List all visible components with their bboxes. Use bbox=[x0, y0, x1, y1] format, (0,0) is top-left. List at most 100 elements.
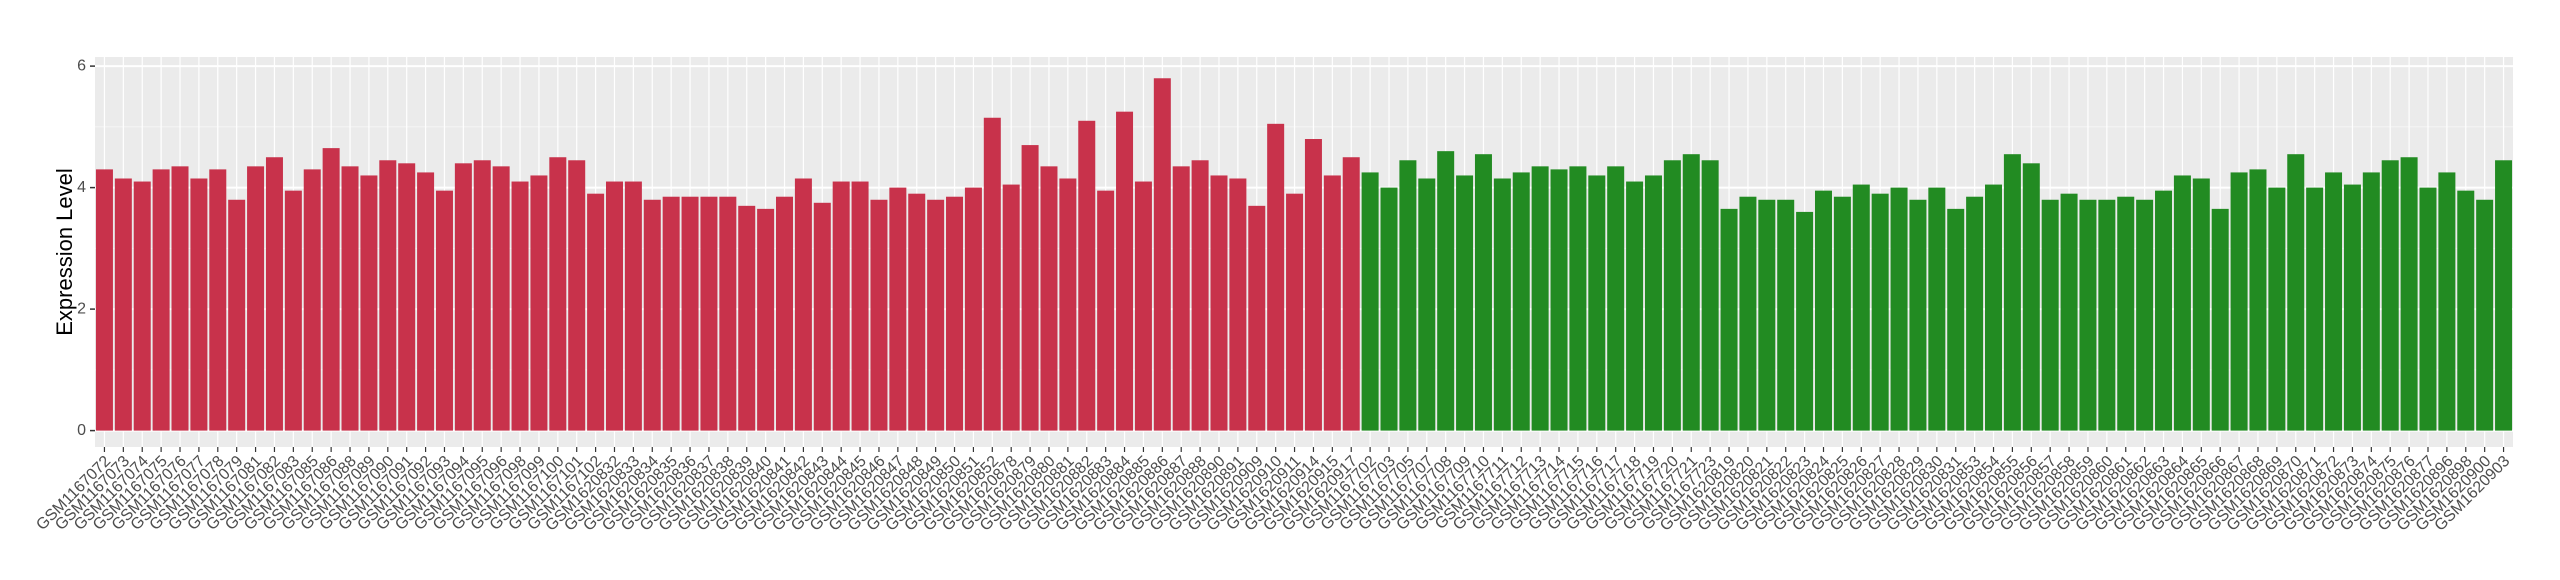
bar bbox=[2211, 208, 2229, 431]
bar bbox=[1512, 172, 1530, 431]
bar bbox=[549, 157, 567, 431]
bar bbox=[908, 193, 926, 431]
bar bbox=[1342, 157, 1360, 431]
bar bbox=[1777, 199, 1795, 431]
bar bbox=[1361, 172, 1379, 431]
bar bbox=[1550, 169, 1568, 431]
bar bbox=[927, 199, 945, 431]
bar bbox=[473, 160, 491, 431]
bar bbox=[322, 148, 340, 431]
bar bbox=[303, 169, 321, 431]
bar bbox=[492, 166, 510, 431]
bar bbox=[1966, 196, 1984, 431]
bar bbox=[1172, 166, 1190, 431]
bar bbox=[1456, 175, 1474, 431]
bar bbox=[813, 202, 831, 431]
bar bbox=[1607, 166, 1625, 431]
bar bbox=[1739, 196, 1757, 431]
bar bbox=[568, 160, 586, 431]
bar bbox=[1304, 139, 1322, 431]
bar bbox=[133, 181, 151, 431]
bar bbox=[794, 178, 812, 431]
bar bbox=[1134, 181, 1152, 431]
bar bbox=[530, 175, 548, 431]
bar bbox=[454, 163, 472, 431]
bar bbox=[870, 199, 888, 431]
bar bbox=[1097, 190, 1115, 431]
bar bbox=[1078, 120, 1096, 431]
bar bbox=[738, 205, 756, 431]
bar bbox=[1626, 181, 1644, 431]
bar bbox=[247, 166, 265, 431]
y-axis-label: Expression Level bbox=[52, 168, 77, 336]
bar bbox=[1059, 178, 1077, 431]
bar bbox=[511, 181, 529, 431]
bar bbox=[624, 181, 642, 431]
bar bbox=[284, 190, 302, 431]
bar bbox=[2362, 172, 2380, 431]
bar bbox=[2022, 163, 2040, 431]
bar bbox=[114, 178, 132, 431]
bar bbox=[1399, 160, 1417, 431]
bar bbox=[228, 199, 246, 431]
bar bbox=[964, 187, 982, 431]
bar bbox=[190, 178, 208, 431]
bar bbox=[1569, 166, 1587, 431]
bar bbox=[1720, 208, 1738, 431]
y-tick-label: 4 bbox=[77, 179, 86, 196]
y-tick-label: 6 bbox=[77, 57, 86, 74]
bar bbox=[1191, 160, 1209, 431]
y-tick-label: 0 bbox=[77, 422, 86, 439]
bar bbox=[1909, 199, 1927, 431]
bar bbox=[209, 169, 227, 431]
bar bbox=[1682, 154, 1700, 431]
bar bbox=[1871, 193, 1889, 431]
bar bbox=[2457, 190, 2475, 431]
bar bbox=[2230, 172, 2248, 431]
bar bbox=[2306, 187, 2324, 431]
bar bbox=[1210, 175, 1228, 431]
bar bbox=[265, 157, 283, 431]
bar bbox=[1040, 166, 1058, 431]
bar bbox=[1833, 196, 1851, 431]
bar bbox=[1437, 151, 1455, 431]
bar bbox=[1796, 211, 1814, 431]
bar bbox=[2419, 187, 2437, 431]
bar bbox=[1588, 175, 1606, 431]
bar bbox=[2268, 187, 2286, 431]
bar bbox=[2155, 190, 2173, 431]
bar bbox=[1985, 184, 2003, 431]
bar bbox=[2117, 196, 2135, 431]
bar bbox=[171, 166, 189, 431]
bar bbox=[2400, 157, 2418, 431]
bar bbox=[1947, 208, 1965, 431]
bar bbox=[1418, 178, 1436, 431]
bar bbox=[832, 181, 850, 431]
bar bbox=[643, 199, 661, 431]
bar bbox=[2060, 193, 2078, 431]
bar bbox=[2192, 178, 2210, 431]
bar bbox=[1890, 187, 1908, 431]
bar bbox=[2476, 199, 2494, 431]
bar bbox=[2381, 160, 2399, 431]
bar bbox=[1663, 160, 1681, 431]
bar bbox=[2325, 172, 2343, 431]
bar bbox=[2249, 169, 2267, 431]
bar bbox=[1644, 175, 1662, 431]
bar bbox=[1852, 184, 1870, 431]
bar bbox=[2287, 154, 2305, 431]
bar bbox=[1116, 111, 1134, 431]
bar bbox=[1153, 78, 1171, 431]
bar bbox=[587, 193, 605, 431]
bar bbox=[851, 181, 869, 431]
bar bbox=[1248, 205, 1266, 431]
bar bbox=[1758, 199, 1776, 431]
bar bbox=[2003, 154, 2021, 431]
bar bbox=[1021, 145, 1039, 431]
bar bbox=[605, 181, 623, 431]
bar bbox=[2041, 199, 2059, 431]
bar bbox=[946, 196, 964, 431]
y-tick-label: 2 bbox=[77, 300, 86, 317]
bar bbox=[2136, 199, 2154, 431]
